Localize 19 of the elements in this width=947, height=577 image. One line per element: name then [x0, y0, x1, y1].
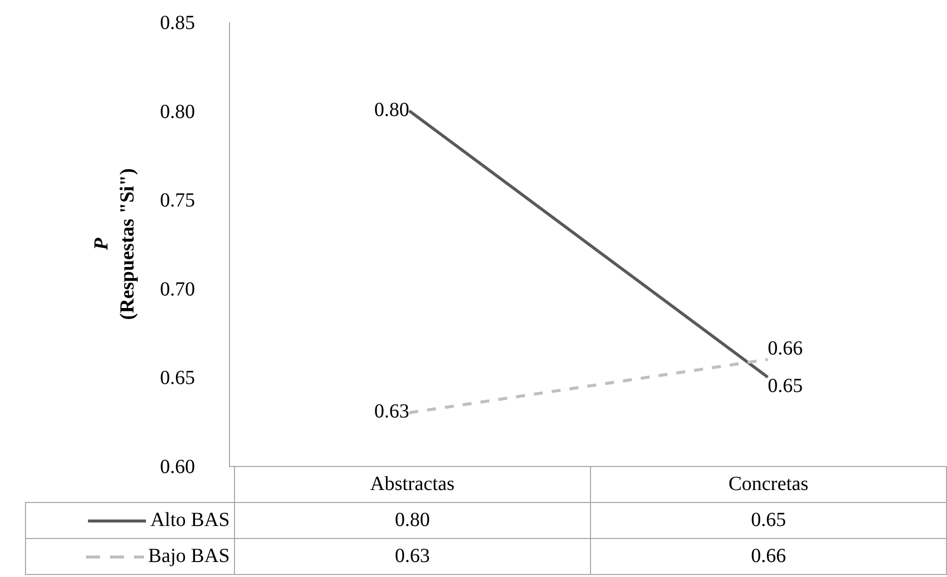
data-label: 0.66 — [590, 538, 946, 574]
legend-label: Alto BAS — [26, 502, 234, 538]
data-label: 0.63 — [234, 538, 590, 574]
legend-label: Bajo BAS — [26, 538, 234, 574]
y-tick-label: 0.85 — [160, 12, 195, 34]
y-tick-label: 0.80 — [160, 100, 195, 123]
text: 0.65 — [768, 375, 803, 398]
data-label: 0.80 — [234, 502, 590, 538]
y-tick-label: 0.60 — [160, 456, 195, 478]
text: 0.80 — [374, 98, 410, 121]
text: 0.63 — [374, 400, 410, 423]
x-tick-label: Abstractas — [234, 466, 590, 502]
y-tick-label: 0.65 — [160, 367, 195, 390]
text: 0.66 — [768, 337, 803, 360]
y-tick-label: 0.70 — [160, 278, 195, 300]
y-tick-label: 0.75 — [160, 190, 195, 212]
data-label: 0.65 — [590, 502, 946, 538]
x-tick-label: Concretas — [590, 466, 946, 502]
y-axis-title: P (Respuestas "Si") — [90, 168, 138, 320]
